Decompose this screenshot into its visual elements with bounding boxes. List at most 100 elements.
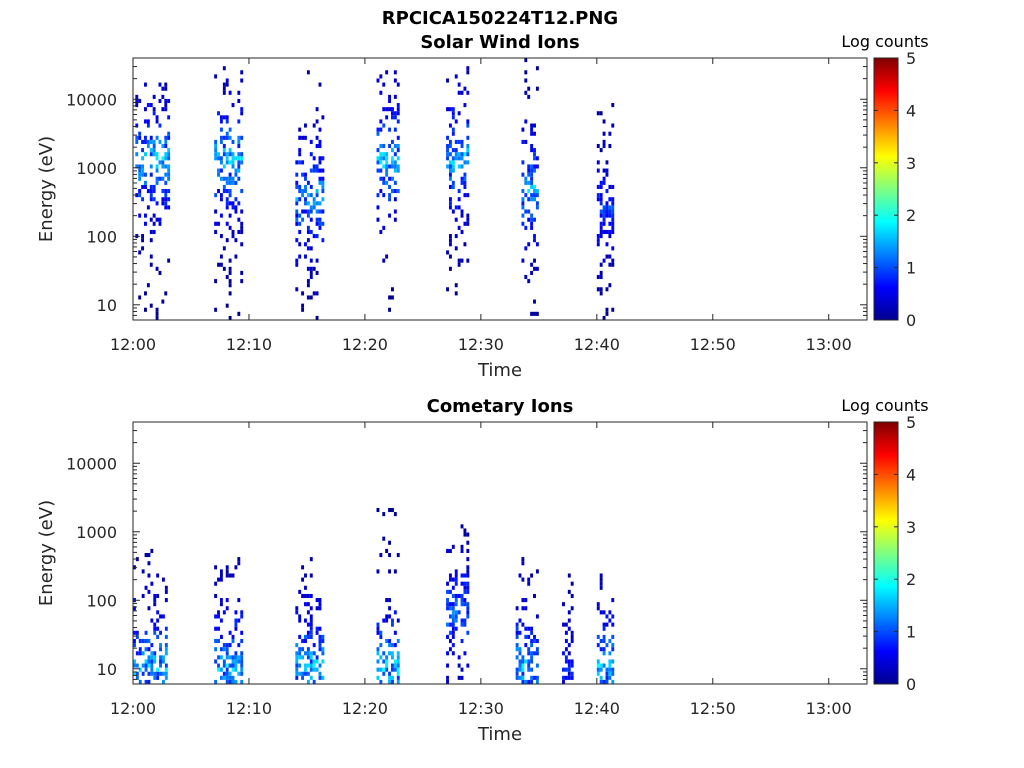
spectrogram-cell bbox=[524, 119, 528, 124]
spectrogram-cell bbox=[153, 593, 157, 599]
spectrogram-cell bbox=[524, 180, 528, 185]
spectrogram-cell bbox=[312, 659, 316, 664]
spectrogram-cell bbox=[306, 283, 310, 288]
spectrogram-cell bbox=[605, 160, 609, 165]
spectrogram-cell bbox=[599, 573, 603, 578]
spectrogram-cell bbox=[448, 602, 452, 607]
spectrogram-cell bbox=[446, 287, 449, 292]
spectrogram-cell bbox=[304, 172, 307, 177]
spectrogram-cell bbox=[228, 315, 232, 320]
spectrogram-cell bbox=[454, 234, 458, 239]
spectrogram-cell bbox=[524, 246, 528, 251]
spectrogram-cell bbox=[521, 675, 525, 680]
spectrogram-cell bbox=[318, 606, 322, 611]
spectrogram-cell bbox=[454, 74, 458, 79]
spectrogram-cell bbox=[312, 234, 316, 239]
figure-title: RPCICA150224T12.PNG bbox=[382, 8, 618, 29]
spectrogram-cell bbox=[301, 160, 305, 165]
spectrogram-cell bbox=[141, 172, 145, 177]
spectrogram-cell bbox=[231, 659, 235, 664]
spectrogram-cell bbox=[135, 139, 139, 144]
spectrogram-cell bbox=[611, 647, 615, 652]
spectrogram-cell bbox=[214, 143, 218, 149]
spectrogram-cell bbox=[309, 651, 313, 656]
spectrogram-cell bbox=[448, 164, 452, 169]
spectrogram-cell bbox=[379, 679, 383, 684]
spectrogram-cell bbox=[451, 111, 455, 116]
spectrogram-cell bbox=[451, 602, 455, 607]
spectrogram-cell bbox=[156, 593, 160, 599]
spectrogram-cell bbox=[237, 156, 241, 161]
spectrogram-cell bbox=[608, 143, 612, 149]
colorbar-tick-label: 2 bbox=[906, 206, 916, 225]
spectrogram-cell bbox=[144, 553, 148, 558]
spectrogram-cell bbox=[309, 593, 313, 599]
spectrogram-cell bbox=[222, 659, 226, 664]
spectrogram-cell bbox=[448, 123, 452, 128]
spectrogram-cell bbox=[295, 184, 299, 189]
spectrogram-cell bbox=[454, 291, 458, 296]
spectrogram-cell bbox=[138, 131, 142, 136]
spectrogram-cell bbox=[385, 160, 389, 165]
spectrogram-cell bbox=[141, 184, 145, 189]
spectrogram-cell bbox=[152, 111, 156, 116]
spectrogram-cell bbox=[388, 143, 391, 149]
spectrogram-cell bbox=[304, 176, 307, 181]
plot-frame bbox=[132, 57, 868, 321]
spectrogram-cell bbox=[608, 209, 612, 214]
spectrogram-cell bbox=[321, 675, 325, 680]
spectrogram-cell bbox=[150, 663, 154, 668]
spectrogram-cell bbox=[167, 176, 171, 181]
spectrogram-cell bbox=[228, 655, 232, 660]
spectrogram-cell bbox=[144, 107, 147, 112]
spectrogram-cell bbox=[466, 581, 470, 586]
spectrogram-cell bbox=[159, 655, 162, 660]
spectrogram-cell bbox=[295, 651, 299, 656]
spectrogram-cell bbox=[141, 156, 145, 161]
spectrogram-cell bbox=[306, 663, 310, 668]
spectrogram-cell bbox=[382, 536, 386, 541]
spectrogram-cell bbox=[298, 663, 302, 668]
spectrogram-cell bbox=[388, 164, 391, 169]
spectrogram-cell bbox=[451, 180, 455, 185]
spectrogram-cell bbox=[515, 671, 519, 676]
spectrogram-cell bbox=[596, 234, 600, 239]
spectrogram-cell bbox=[318, 225, 322, 230]
spectrogram-cell bbox=[451, 164, 455, 169]
spectrogram-cell bbox=[605, 307, 609, 312]
spectrogram-cell bbox=[460, 180, 464, 185]
spectrogram-cell bbox=[318, 82, 322, 87]
spectrogram-cell bbox=[231, 164, 235, 169]
spectrogram-cell bbox=[567, 651, 571, 656]
spectrogram-cell bbox=[161, 143, 165, 149]
panel-cometary-ions: Cometary Ions 12:00 12:10 12:20 12:30 12:40 1… bbox=[36, 396, 929, 745]
spectrogram-cell bbox=[309, 229, 313, 235]
spectrogram-cell bbox=[567, 618, 571, 623]
spectrogram-cell bbox=[155, 307, 159, 312]
spectrogram-cell bbox=[217, 111, 220, 116]
spectrogram-cell bbox=[460, 548, 464, 553]
spectrogram-cell bbox=[219, 115, 223, 120]
spectrogram-cell bbox=[533, 634, 536, 639]
spectrogram-cell bbox=[164, 98, 168, 104]
spectrogram-cell bbox=[608, 254, 612, 259]
spectrogram-cell bbox=[599, 577, 603, 582]
spectrogram-cell bbox=[608, 675, 612, 680]
spectrogram-cell bbox=[535, 66, 539, 71]
spectrogram-cell bbox=[448, 139, 452, 144]
spectrogram-cell bbox=[376, 217, 380, 222]
spectrogram-cell bbox=[602, 168, 606, 173]
spectrogram-cell bbox=[535, 86, 539, 91]
spectrogram-cell bbox=[454, 573, 458, 578]
spectrogram-cell bbox=[161, 201, 165, 206]
spectrogram-cell bbox=[295, 671, 299, 676]
spectrogram-cell bbox=[533, 152, 536, 157]
spectrogram-cell bbox=[219, 127, 223, 132]
spectrogram-cell bbox=[599, 193, 603, 198]
spectrogram-cell bbox=[161, 160, 165, 165]
spectrogram-cell bbox=[385, 667, 389, 672]
spectrogram-cell bbox=[530, 131, 534, 136]
spectrogram-cell bbox=[225, 274, 229, 280]
spectrogram-cell bbox=[158, 123, 162, 128]
spectrogram-cell bbox=[382, 156, 386, 161]
